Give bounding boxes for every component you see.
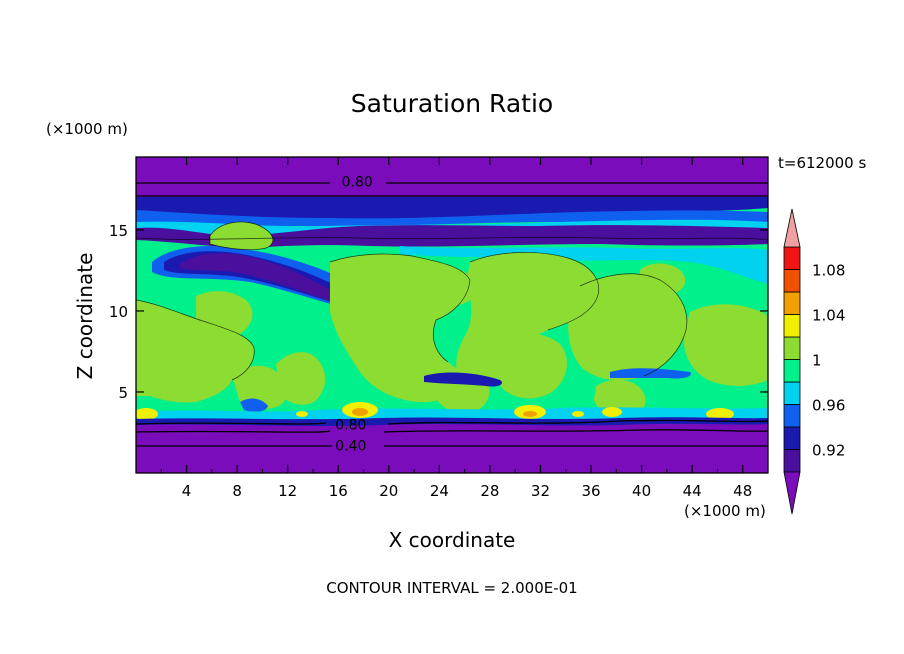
- y-axis-label: Z coordinate: [73, 253, 97, 380]
- supersat-spot-8: [296, 411, 308, 417]
- contour-0.80-lower: [136, 419, 768, 425]
- chart-title: Saturation Ratio: [351, 89, 553, 118]
- cloud-mid-left: [276, 352, 326, 405]
- contour-label: 0.80: [335, 417, 366, 433]
- colorbar: 1.08 1.04 1 0.96 0.92: [783, 208, 845, 515]
- colorbar-swatch: [783, 314, 801, 338]
- low-dry-streak-3: [240, 398, 268, 413]
- cloud-center-top: [410, 267, 476, 307]
- x-axis-label: X coordinate: [389, 528, 516, 552]
- x-tick-label: 44: [683, 482, 702, 500]
- cloud-right-top: [640, 263, 686, 294]
- supersat-spot-7: [706, 408, 734, 420]
- colorbar-swatch: [783, 404, 801, 428]
- x-tick-label: 24: [430, 482, 449, 500]
- supersat-spot-5: [523, 411, 537, 417]
- x-tick-label: 8: [232, 482, 242, 500]
- cloud-left-mid: [136, 300, 255, 403]
- supersat-spot-9: [572, 411, 584, 417]
- y-tick-label: 5: [118, 384, 128, 402]
- x-tick-label: 48: [733, 482, 752, 500]
- colorbar-label: 1.04: [812, 307, 845, 325]
- upper-transition-band: [136, 197, 768, 221]
- contour-field: [136, 157, 768, 473]
- supersat-spot-1: [136, 408, 158, 420]
- x-tick-label: 40: [632, 482, 651, 500]
- plot-frame: [135, 156, 769, 474]
- colorbar-swatch: [783, 269, 801, 293]
- contour-1.00-cloud-a: [136, 299, 255, 381]
- x-tick-label: 12: [278, 482, 297, 500]
- x-axis-ticks: 4 8 12 16 20 24 28 32 36 40 44 48: [160, 157, 752, 500]
- contour-1.00-cloud-b: [329, 253, 471, 363]
- dry-intrusion-core: [180, 253, 340, 302]
- contour-0.98-band: [136, 237, 768, 241]
- contour-1.00-cloud-e: [209, 221, 274, 250]
- contour-label: 0.40: [335, 438, 366, 454]
- upper-dry-layer: [136, 157, 768, 197]
- colorbar-under-arrow: [783, 471, 801, 515]
- colorbar-swatch: [783, 336, 801, 360]
- cloud-left-tower: [196, 291, 253, 337]
- y-tick-label: 10: [109, 303, 128, 321]
- upper-blue-band: [136, 210, 768, 228]
- colorbar-label: 0.92: [812, 442, 845, 460]
- y-tick-label: 15: [109, 222, 128, 240]
- colorbar-label: 1: [812, 352, 822, 370]
- supersat-spot-6: [602, 407, 622, 417]
- x-axis-unit: (×1000 m): [684, 502, 766, 520]
- colorbar-swatch: [783, 359, 801, 383]
- colorbar-over-arrow: [783, 208, 801, 248]
- colorbar-swatch: [783, 246, 801, 270]
- colorbar-swatch: [783, 449, 801, 473]
- cloud-right-mid: [568, 273, 687, 381]
- time-label: t=612000 s: [778, 154, 866, 172]
- contour-1.00-cloud-d: [579, 273, 688, 377]
- cloud-left-low: [232, 365, 288, 410]
- upper-dry-tongue: [136, 225, 768, 248]
- y-axis-unit: (×1000 m): [46, 120, 128, 138]
- colorbar-label: 0.96: [812, 397, 845, 415]
- x-tick-label: 20: [379, 482, 398, 500]
- contour-label-layer: 0.80 0.80 0.40: [335, 174, 372, 454]
- low-dry-streak-1: [424, 372, 503, 387]
- cloud-center-right: [456, 252, 599, 389]
- colorbar-swatch: [783, 381, 801, 405]
- contour-label: 0.80: [342, 174, 373, 190]
- supersat-spot-3: [352, 408, 368, 416]
- colorbar-swatch: [783, 426, 801, 450]
- x-tick-label: 4: [182, 482, 192, 500]
- contour-interval-note: CONTOUR INTERVAL = 2.000E-01: [326, 579, 577, 597]
- x-tick-label: 28: [480, 482, 499, 500]
- contour-0.60-lower: [136, 429, 768, 433]
- x-tick-label: 16: [329, 482, 348, 500]
- y-axis-ticks: 5 10 15: [109, 222, 768, 402]
- colorbar-label: 1.08: [812, 262, 845, 280]
- x-tick-label: 32: [531, 482, 550, 500]
- cloud-far-right: [683, 304, 768, 386]
- x-tick-label: 36: [581, 482, 600, 500]
- cloud-upper-left: [210, 221, 273, 250]
- contour-1.00-cloud-c: [469, 252, 600, 331]
- colorbar-swatch: [783, 291, 801, 315]
- cloud-mid-lower: [494, 333, 567, 399]
